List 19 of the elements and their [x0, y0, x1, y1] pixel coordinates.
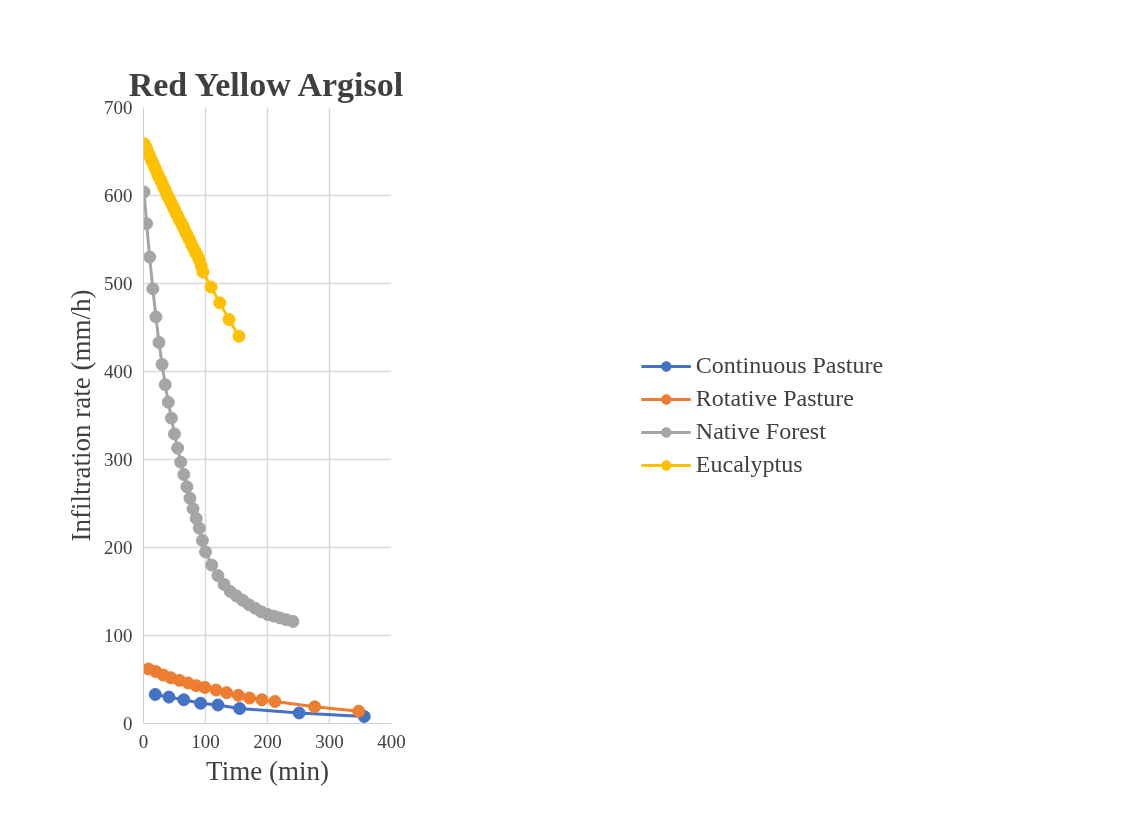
legend-label: Rotative Pasture: [695, 385, 854, 412]
legend-label: Native Forest: [695, 418, 826, 445]
x-tick-label: 400: [377, 730, 406, 752]
y-tick-label: 100: [104, 625, 133, 646]
y-tick-label: 400: [104, 361, 133, 382]
y-tick-label: 600: [104, 185, 133, 206]
y-tick-label: 500: [104, 273, 133, 294]
y-tick-label: 700: [104, 97, 133, 118]
y-tick-label: 200: [104, 537, 133, 558]
x-tick-label: 0: [138, 730, 149, 752]
x-tick-label: 300: [315, 730, 344, 752]
y-tick-label: 0: [123, 713, 133, 734]
x-tick-label: 100: [191, 730, 220, 752]
y-tick-label: 300: [104, 449, 133, 470]
legend-label: Eucalyptus: [695, 451, 803, 478]
x-tick-label: 200: [253, 730, 282, 752]
x-axis-title: Time (min): [206, 755, 329, 786]
legend-label: Continuous Pasture: [695, 352, 884, 379]
y-axis-title: Infiltration rate (mm/h): [66, 289, 96, 542]
